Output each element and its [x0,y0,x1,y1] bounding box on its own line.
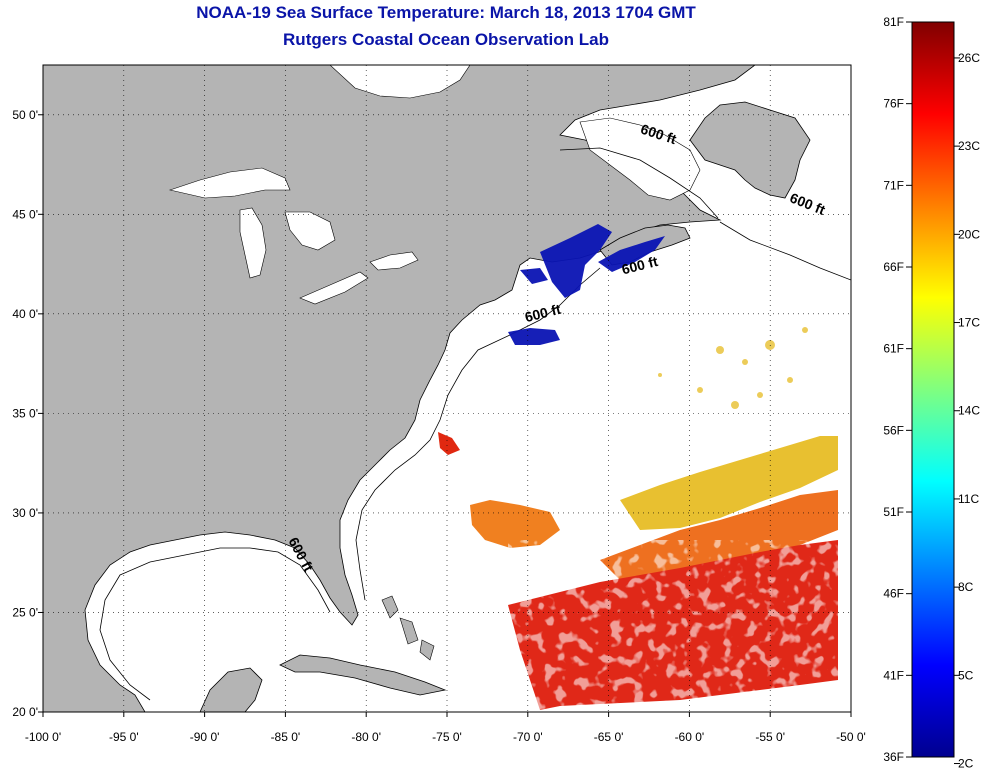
sst-warm-region [470,436,838,712]
colorbar-f-label: 46F [883,587,904,601]
lake-ontario [369,251,419,271]
map-title: NOAA-19 Sea Surface Temperature: March 1… [196,3,696,22]
hudson-bay-water [329,65,471,99]
lat-tick-label: 40 0' [12,307,38,321]
lon-tick-label: -95 0' [109,730,139,744]
map-subtitle: Rutgers Coastal Ocean Observation Lab [283,30,609,49]
colorbar-f-label: 36F [883,750,904,764]
colorbar-f-label: 51F [883,505,904,519]
colorbar-c-label: 8C [958,580,974,594]
colorbar-c-label: 2C [958,757,974,770]
cuba-land [279,654,447,696]
lake-erie [299,271,369,305]
lat-tick-label: 25 0' [12,605,38,619]
colorbar-f-label: 76F [883,97,904,111]
colorbar-f-label: 41F [883,668,904,682]
st-lawrence-water [579,117,701,201]
lon-tick-label: -55 0' [755,730,785,744]
lake-superior [168,167,291,199]
colorbar-c-label: 17C [958,316,980,330]
colorbar-c-label: 5C [958,668,974,682]
colorbar-c-label: 20C [958,227,980,241]
colorbar-c-label: 26C [958,51,980,65]
colorbar-c-label: 23C [958,139,980,153]
map-content [43,65,851,712]
lat-tick-label: 30 0' [12,506,38,520]
colorbar-f-label: 61F [883,342,904,356]
lake-huron [284,211,336,251]
sst-gulfstream-north [438,432,460,455]
lat-tick-label: 35 0' [12,406,38,420]
colorbar-f-label: 66F [883,260,904,274]
lon-tick-label: -70 0' [513,730,543,744]
sst-scattered-warm [658,327,808,409]
colorbar [911,21,955,758]
latitude-axis: 20 0' 25 0' 30 0' 35 0' 40 0' 45 0' 50 0' [12,108,43,719]
lon-tick-label: -85 0' [271,730,301,744]
lon-tick-label: -90 0' [190,730,220,744]
lon-tick-label: -60 0' [675,730,705,744]
colorbar-fahrenheit-labels: 81F 76F 71F 66F 61F 56F 51F 46F 41F 36F [883,15,912,764]
sst-cold-patches [508,224,665,345]
colorbar-f-label: 56F [883,423,904,437]
yucatan-land [199,667,263,712]
lat-tick-label: 45 0' [12,207,38,221]
lat-tick-label: 20 0' [12,705,38,719]
lon-tick-label: -80 0' [351,730,381,744]
lat-tick-label: 50 0' [12,108,38,122]
bahamas-land [381,595,435,661]
colorbar-c-label: 11C [958,492,979,506]
lon-tick-label: -65 0' [594,730,624,744]
lake-michigan [239,207,267,279]
colorbar-c-label: 14C [958,404,980,418]
colorbar-f-label: 71F [883,178,904,192]
lon-tick-label: -50 0' [836,730,866,744]
lon-tick-label: -75 0' [432,730,462,744]
colorbar-f-label: 81F [883,15,904,29]
colorbar-celsius-labels: 26C 23C 20C 17C 14C 11C 8C 5C 2C [954,51,980,770]
longitude-axis: -100 0' -95 0' -90 0' -85 0' -80 0' -75 0' -70… [25,712,866,744]
lon-tick-label: -100 0' [25,730,61,744]
newfoundland-land [689,101,811,199]
isobath-600ft [99,147,851,701]
